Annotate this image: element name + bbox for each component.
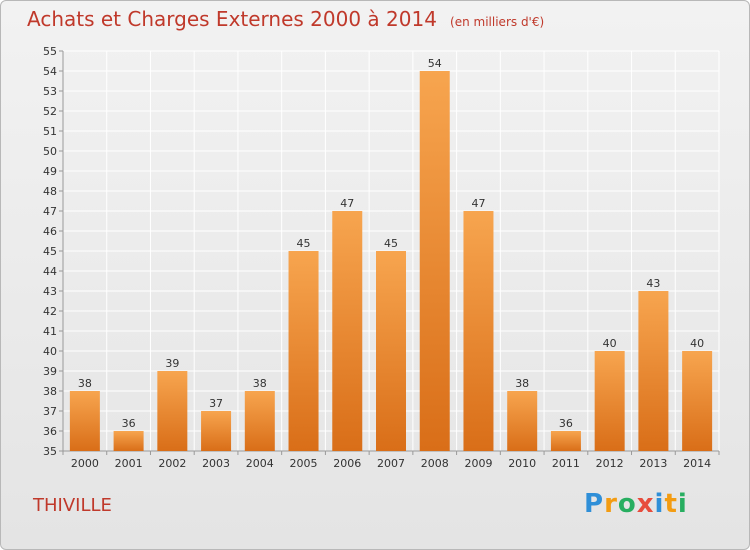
y-tick-label: 47 bbox=[43, 205, 57, 218]
data-label-2000: 38 bbox=[78, 377, 92, 390]
logo-letter: x bbox=[636, 489, 655, 519]
bar-2001 bbox=[113, 431, 144, 451]
x-tick-label-2004: 2004 bbox=[246, 457, 274, 470]
y-tick-label: 39 bbox=[43, 365, 57, 378]
x-tick-label-2002: 2002 bbox=[158, 457, 186, 470]
chart-title-unit: (en milliers d'€) bbox=[450, 15, 545, 29]
bars bbox=[69, 71, 713, 451]
data-label-2012: 40 bbox=[603, 337, 617, 350]
chart-title-main: Achats et Charges Externes 2000 à 2014 bbox=[27, 7, 437, 31]
x-tick-label-2014: 2014 bbox=[683, 457, 711, 470]
bar-2006 bbox=[332, 211, 363, 451]
bar-2002 bbox=[157, 371, 188, 451]
data-label-2011: 36 bbox=[559, 417, 573, 430]
data-label-2008: 54 bbox=[428, 57, 442, 70]
data-label-2010: 38 bbox=[515, 377, 529, 390]
y-tick-label: 52 bbox=[43, 105, 57, 118]
y-tick-label: 46 bbox=[43, 225, 57, 238]
bar-2003 bbox=[201, 411, 232, 451]
logo-letter: i bbox=[677, 489, 688, 519]
data-label-2001: 36 bbox=[122, 417, 136, 430]
y-tick-label: 43 bbox=[43, 285, 57, 298]
x-tick-label-2011: 2011 bbox=[552, 457, 580, 470]
logo-letter: r bbox=[604, 489, 618, 519]
x-tick-label-2012: 2012 bbox=[596, 457, 624, 470]
y-tick-label: 44 bbox=[43, 265, 57, 278]
x-tick-label-2000: 2000 bbox=[71, 457, 99, 470]
x-tick-label-2007: 2007 bbox=[377, 457, 405, 470]
x-tick-label-2006: 2006 bbox=[333, 457, 361, 470]
logo-letter: o bbox=[617, 489, 637, 519]
chart-title: Achats et Charges Externes 2000 à 2014 (… bbox=[27, 7, 544, 31]
y-tick-label: 35 bbox=[43, 445, 57, 458]
x-tick-label-2005: 2005 bbox=[290, 457, 318, 470]
labels: 35 36 37 38 39 40 41 42 43 44 45 46 47 48 49 50 51 52 53 54… bbox=[43, 45, 711, 470]
bar-2013 bbox=[638, 291, 669, 451]
y-tick-label: 37 bbox=[43, 405, 57, 418]
bar-2005 bbox=[288, 251, 319, 451]
commune-name: THIVILLE bbox=[33, 495, 112, 516]
bar-2007 bbox=[376, 251, 406, 451]
bar-2000 bbox=[69, 391, 100, 451]
x-tick-label-2001: 2001 bbox=[115, 457, 143, 470]
bar-2009 bbox=[463, 211, 494, 451]
data-label-2004: 38 bbox=[253, 377, 267, 390]
bar-2014 bbox=[682, 351, 713, 451]
data-label-2013: 43 bbox=[646, 277, 660, 290]
x-tick-label-2010: 2010 bbox=[508, 457, 536, 470]
logo-letter: P bbox=[584, 489, 605, 519]
data-label-2002: 39 bbox=[165, 357, 179, 370]
y-tick-label: 49 bbox=[43, 165, 57, 178]
bar-2011 bbox=[550, 431, 581, 451]
logo-letter: i bbox=[654, 489, 665, 519]
data-label-2009: 47 bbox=[471, 197, 485, 210]
x-tick-label-2013: 2013 bbox=[639, 457, 667, 470]
y-tick-label: 41 bbox=[43, 325, 57, 338]
y-tick-label: 53 bbox=[43, 85, 57, 98]
data-label-2005: 45 bbox=[297, 237, 311, 250]
bar-2004 bbox=[244, 391, 275, 451]
bar-2008 bbox=[419, 71, 450, 451]
y-tick-label: 51 bbox=[43, 125, 57, 138]
proxiti-logo: Proxiti bbox=[584, 489, 688, 519]
x-tick-label-2003: 2003 bbox=[202, 457, 230, 470]
y-tick-label: 38 bbox=[43, 385, 57, 398]
bar-2012 bbox=[594, 351, 625, 451]
data-label-2007: 45 bbox=[384, 237, 398, 250]
y-tick-label: 50 bbox=[43, 145, 57, 158]
logo-letter: t bbox=[664, 489, 678, 519]
y-tick-label: 48 bbox=[43, 185, 57, 198]
data-label-2014: 40 bbox=[690, 337, 704, 350]
y-tick-label: 45 bbox=[43, 245, 57, 258]
data-label-2006: 47 bbox=[340, 197, 354, 210]
y-tick-label: 36 bbox=[43, 425, 57, 438]
y-tick-label: 55 bbox=[43, 45, 57, 58]
y-tick-label: 54 bbox=[43, 65, 57, 78]
y-tick-label: 40 bbox=[43, 345, 57, 358]
x-tick-label-2009: 2009 bbox=[464, 457, 492, 470]
data-label-2003: 37 bbox=[209, 397, 223, 410]
bar-2010 bbox=[507, 391, 538, 451]
x-tick-label-2008: 2008 bbox=[421, 457, 449, 470]
y-tick-label: 42 bbox=[43, 305, 57, 318]
